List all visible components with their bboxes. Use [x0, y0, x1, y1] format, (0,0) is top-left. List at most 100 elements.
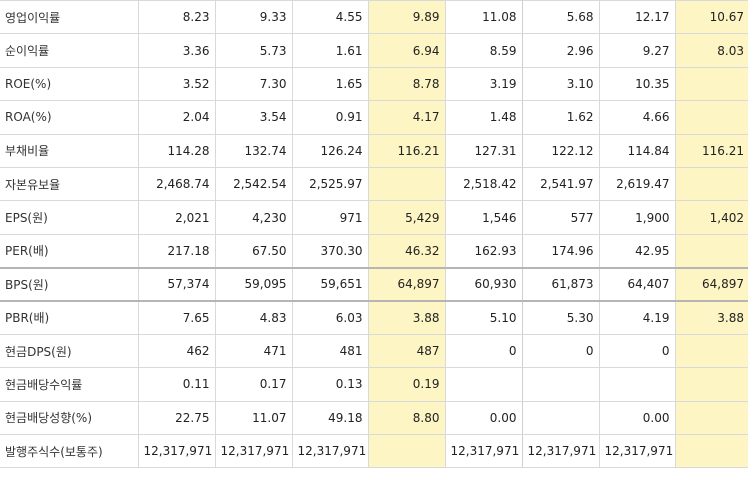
table-row: 현금배당수익률 0.11 0.17 0.13 0.19 — [0, 367, 749, 402]
table-row: 부채비율 114.28 132.74 126.24 116.21 127.31 122.12… — [0, 133, 749, 168]
table-cell: 116.21 — [367, 133, 445, 168]
table-cell: 217.18 — [137, 233, 215, 269]
table-cell: 127.31 — [444, 133, 523, 168]
table-cell: 114.28 — [137, 133, 215, 168]
table-cell — [367, 166, 445, 202]
table-cell: 4.17 — [367, 100, 445, 135]
table-cell: 0.11 — [137, 367, 215, 402]
table-cell: 1.61 — [291, 33, 368, 68]
table-cell: 3.10 — [521, 66, 599, 102]
table-cell: 0 — [598, 333, 675, 369]
row-label: 영업이익률 — [0, 0, 138, 35]
table-cell — [674, 100, 749, 135]
table-cell: 12,317,971 — [137, 434, 215, 469]
table-row: 발행주식수(보통주) 12,317,971 12,317,971 12,317,971… — [0, 434, 749, 469]
table-cell: 8.03 — [674, 33, 749, 68]
table-cell: 0.13 — [291, 367, 368, 402]
table-cell: 162.93 — [444, 233, 523, 269]
table-cell: 487 — [367, 333, 445, 369]
table-cell — [598, 367, 675, 402]
table-cell: 577 — [521, 200, 599, 235]
table-cell — [674, 367, 749, 402]
table-cell: 57,374 — [137, 266, 215, 302]
table-cell: 2.04 — [137, 100, 215, 135]
table-cell: 5.10 — [444, 300, 523, 335]
table-cell — [367, 434, 445, 469]
table-cell: 46.32 — [367, 233, 445, 269]
row-label: 현금DPS(원) — [0, 333, 138, 369]
table-row: 현금DPS(원) 462 471 481 487 0 0 0 — [0, 333, 749, 369]
table-cell: 471 — [214, 333, 292, 369]
table-cell: 4.83 — [214, 300, 292, 335]
financial-ratio-table: 영업이익률 8.23 9.33 4.55 9.89 11.08 5.68 12.17 10.67… — [0, 0, 749, 469]
table-cell: 11.07 — [214, 400, 292, 436]
row-label: ROE(%) — [0, 66, 138, 102]
table-cell: 1,900 — [598, 200, 675, 235]
table-cell: 1.62 — [521, 100, 599, 135]
table-row: PBR(배) 7.65 4.83 6.03 3.88 5.10 5.30 4.19 3.88 — [0, 300, 749, 335]
table-cell — [521, 367, 599, 402]
table-cell: 3.88 — [367, 300, 445, 335]
row-label: 자본유보율 — [0, 166, 138, 202]
table-row: EPS(원) 2,021 4,230 971 5,429 1,546 577 1,900 1,4… — [0, 200, 749, 235]
table-cell: 1.48 — [444, 100, 523, 135]
table-cell: 3.52 — [137, 66, 215, 102]
table-cell: 6.03 — [291, 300, 368, 335]
table-cell — [674, 66, 749, 102]
table-cell — [444, 367, 523, 402]
table-cell: 12,317,971 — [291, 434, 368, 469]
table-cell: 0.00 — [444, 400, 523, 436]
table-cell: 12,317,971 — [598, 434, 675, 469]
table-cell: 2,541.97 — [521, 166, 599, 202]
table-cell: 59,095 — [214, 266, 292, 302]
table-cell: 64,407 — [598, 266, 675, 302]
table-cell: 10.35 — [598, 66, 675, 102]
table-cell: 2,021 — [137, 200, 215, 235]
table-cell: 8.78 — [367, 66, 445, 102]
table-cell: 6.94 — [367, 33, 445, 68]
table-cell: 8.80 — [367, 400, 445, 436]
table-cell: 42.95 — [598, 233, 675, 269]
table-cell: 59,651 — [291, 266, 368, 302]
table-cell: 4,230 — [214, 200, 292, 235]
table-cell: 4.55 — [291, 0, 368, 35]
row-label: ROA(%) — [0, 100, 138, 135]
table-cell: 2,468.74 — [137, 166, 215, 202]
table-cell: 481 — [291, 333, 368, 369]
table-row: 순이익률 3.36 5.73 1.61 6.94 8.59 2.96 9.27 8.03 — [0, 33, 749, 68]
table-cell: 1,546 — [444, 200, 523, 235]
table-cell: 114.84 — [598, 133, 675, 168]
table-cell: 61,873 — [521, 266, 599, 302]
table-cell: 0 — [521, 333, 599, 369]
table-cell: 9.27 — [598, 33, 675, 68]
table-cell: 0.00 — [598, 400, 675, 436]
table-cell: 11.08 — [444, 0, 523, 35]
table-right-edge — [748, 0, 751, 481]
table-cell — [674, 333, 749, 369]
table-cell: 370.30 — [291, 233, 368, 269]
table-cell: 8.59 — [444, 33, 523, 68]
table-cell — [674, 400, 749, 436]
table-cell: 5.68 — [521, 0, 599, 35]
table-cell: 462 — [137, 333, 215, 369]
table-cell: 9.33 — [214, 0, 292, 35]
table-cell: 1,402 — [674, 200, 749, 235]
table-cell: 3.19 — [444, 66, 523, 102]
table-cell: 4.19 — [598, 300, 675, 335]
row-label: PER(배) — [0, 233, 138, 269]
table-cell: 2,542.54 — [214, 166, 292, 202]
table-cell: 1.65 — [291, 66, 368, 102]
table-body: 영업이익률 8.23 9.33 4.55 9.89 11.08 5.68 12.17 10.67… — [0, 0, 749, 469]
row-label: 현금배당수익률 — [0, 367, 138, 402]
table-cell: 5.73 — [214, 33, 292, 68]
table-cell: 0 — [444, 333, 523, 369]
table-cell: 116.21 — [674, 133, 749, 168]
table-cell: 126.24 — [291, 133, 368, 168]
table-cell — [674, 166, 749, 202]
row-label: EPS(원) — [0, 200, 138, 235]
table-cell: 49.18 — [291, 400, 368, 436]
table-cell: 2,525.97 — [291, 166, 368, 202]
table-cell: 67.50 — [214, 233, 292, 269]
table-cell: 12,317,971 — [521, 434, 599, 469]
table-cell: 5.30 — [521, 300, 599, 335]
